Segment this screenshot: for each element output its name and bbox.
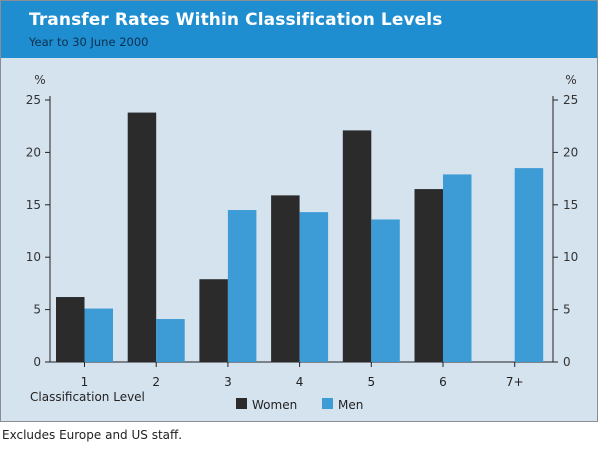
chart-title: Transfer Rates Within Classification Lev… bbox=[29, 10, 443, 30]
bar-women bbox=[342, 130, 372, 362]
x-tick-label: 4 bbox=[296, 375, 304, 389]
y-tick-label-left: 10 bbox=[26, 250, 41, 264]
y-tick-label-left: 15 bbox=[26, 198, 41, 212]
x-tick-label: 5 bbox=[367, 375, 375, 389]
y-tick-label-right: 20 bbox=[563, 145, 578, 159]
y-tick-label-left: 25 bbox=[26, 93, 41, 107]
y-tick-label-left: 0 bbox=[33, 355, 41, 369]
x-tick-label: 3 bbox=[224, 375, 232, 389]
bar-women bbox=[199, 279, 228, 362]
bar-women bbox=[414, 189, 443, 362]
y-axis-unit-left: % bbox=[34, 73, 45, 87]
bar-men bbox=[299, 212, 329, 362]
x-axis-title: Classification Level bbox=[30, 390, 145, 404]
bar-women bbox=[56, 297, 85, 362]
legend-swatch-men bbox=[322, 398, 333, 409]
chart-header: Transfer Rates Within Classification Lev… bbox=[1, 1, 597, 58]
chart-subtitle: Year to 30 June 2000 bbox=[29, 35, 149, 49]
x-tick-label: 2 bbox=[152, 375, 160, 389]
legend-label-men: Men bbox=[338, 398, 363, 412]
y-tick-label-right: 15 bbox=[563, 198, 578, 212]
bar-women bbox=[271, 195, 300, 362]
bar-men bbox=[227, 210, 257, 362]
y-tick-label-right: 5 bbox=[563, 303, 571, 317]
x-tick-label: 7+ bbox=[506, 375, 524, 389]
bar-women bbox=[127, 112, 157, 363]
bar-men bbox=[514, 168, 544, 362]
bar-men bbox=[443, 174, 472, 362]
bar-men bbox=[84, 308, 113, 362]
legend-label-women: Women bbox=[252, 398, 297, 412]
x-tick-label: 6 bbox=[439, 375, 447, 389]
bar-men bbox=[156, 319, 185, 362]
y-tick-label-right: 25 bbox=[563, 93, 578, 107]
y-axis-unit-right: % bbox=[565, 73, 576, 87]
y-tick-label-left: 5 bbox=[33, 303, 41, 317]
y-tick-label-right: 10 bbox=[563, 250, 578, 264]
footnote: Excludes Europe and US staff. bbox=[2, 428, 183, 442]
legend-swatch-women bbox=[236, 398, 247, 409]
x-tick-label: 1 bbox=[81, 375, 89, 389]
y-tick-label-right: 0 bbox=[563, 355, 571, 369]
bar-men bbox=[371, 219, 400, 362]
y-tick-label-left: 20 bbox=[26, 145, 41, 159]
